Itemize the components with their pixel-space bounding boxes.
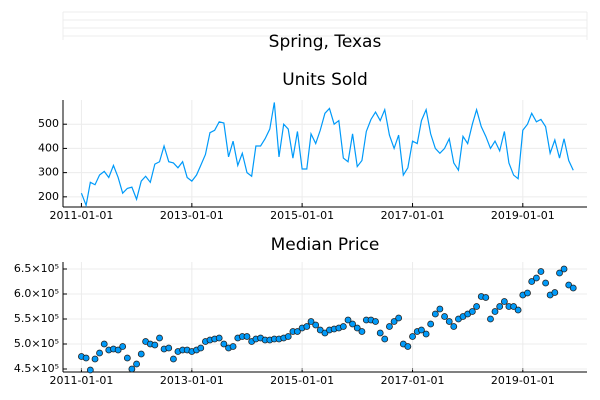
data-point (294, 328, 301, 335)
x-tick-label: 2015-01-01 (270, 209, 334, 222)
data-point (133, 360, 140, 368)
y-tick-label: 500 (38, 117, 59, 130)
data-point (510, 303, 517, 310)
x-tick-label: 2011-01-01 (49, 209, 113, 222)
data-point (114, 346, 122, 354)
x-tick-label: 2013-01-01 (160, 209, 224, 222)
data-point (409, 333, 416, 340)
data-point (86, 366, 94, 374)
data-point (390, 318, 398, 325)
data-point (349, 320, 356, 328)
data-point (445, 318, 453, 325)
data-point (372, 318, 379, 325)
data-point (100, 340, 108, 348)
y-tick-label: 6.5×10⁵ (14, 262, 59, 275)
data-point (537, 268, 545, 275)
data-point (542, 279, 550, 287)
data-point (441, 313, 448, 320)
data-point (128, 365, 136, 373)
data-point (427, 320, 435, 328)
data-point (500, 298, 508, 305)
data-point (381, 335, 389, 343)
data-point (532, 274, 540, 282)
data-point (344, 316, 352, 324)
x-tick-label: 2013-01-01 (160, 374, 224, 387)
y-tick-label: 6.0×10⁵ (14, 287, 59, 300)
data-point (307, 318, 315, 325)
data-point (422, 330, 430, 338)
x-tick-label: 2019-01-01 (491, 374, 555, 387)
chart-title: Units Sold (282, 70, 368, 90)
data-point (123, 354, 131, 362)
data-point (170, 355, 177, 363)
data-point (386, 323, 393, 330)
data-point (551, 289, 559, 296)
y-tick-label: 5.5×10⁵ (14, 312, 59, 325)
data-point (468, 308, 476, 315)
data-point (303, 323, 311, 330)
data-point (215, 334, 223, 342)
data-point (353, 324, 361, 332)
data-point (156, 334, 163, 342)
x-tick-label: 2017-01-01 (381, 209, 445, 222)
data-point (418, 326, 425, 334)
data-point (151, 341, 159, 349)
data-point (229, 343, 237, 350)
x-tick-label: 2019-01-01 (491, 209, 555, 222)
chart-title: Median Price (271, 235, 380, 255)
data-point (431, 310, 439, 318)
data-point (220, 340, 228, 348)
data-point (376, 329, 384, 337)
data-point (316, 326, 324, 334)
data-line (80, 102, 574, 208)
data-point (496, 303, 504, 310)
data-point (91, 355, 99, 363)
data-point (243, 333, 251, 340)
data-point (436, 305, 444, 313)
x-tick-label: 2015-01-01 (270, 374, 334, 387)
data-point (312, 321, 320, 329)
data-point (197, 344, 205, 352)
data-point (96, 349, 103, 357)
data-point (450, 323, 458, 330)
data-point (358, 328, 366, 335)
data-point (82, 354, 90, 362)
data-point (560, 265, 568, 273)
data-point (395, 314, 403, 322)
y-tick-label: 4.5×10⁵ (14, 362, 59, 375)
data-point (491, 308, 499, 315)
y-tick-label: 200 (38, 190, 59, 203)
title-panel-grid (62, 11, 588, 40)
data-point (137, 350, 145, 358)
y-tick-label: 300 (38, 166, 59, 179)
data-point (482, 294, 490, 301)
y-tick-label: 5.0×10⁵ (14, 337, 59, 350)
data-point (473, 303, 480, 310)
data-point (119, 343, 127, 350)
data-point (569, 284, 577, 292)
data-point (404, 343, 412, 350)
x-tick-label: 2017-01-01 (381, 374, 445, 387)
y-tick-label: 400 (38, 141, 59, 154)
data-point (165, 344, 173, 352)
data-point (339, 323, 347, 330)
data-point (514, 306, 522, 314)
data-point (524, 289, 531, 297)
data-point (487, 315, 494, 323)
data-point (284, 333, 292, 340)
super-title: Spring, Texas (269, 32, 382, 52)
data-point (556, 269, 563, 277)
x-tick-label: 2011-01-01 (49, 374, 113, 387)
data-point (528, 278, 536, 285)
